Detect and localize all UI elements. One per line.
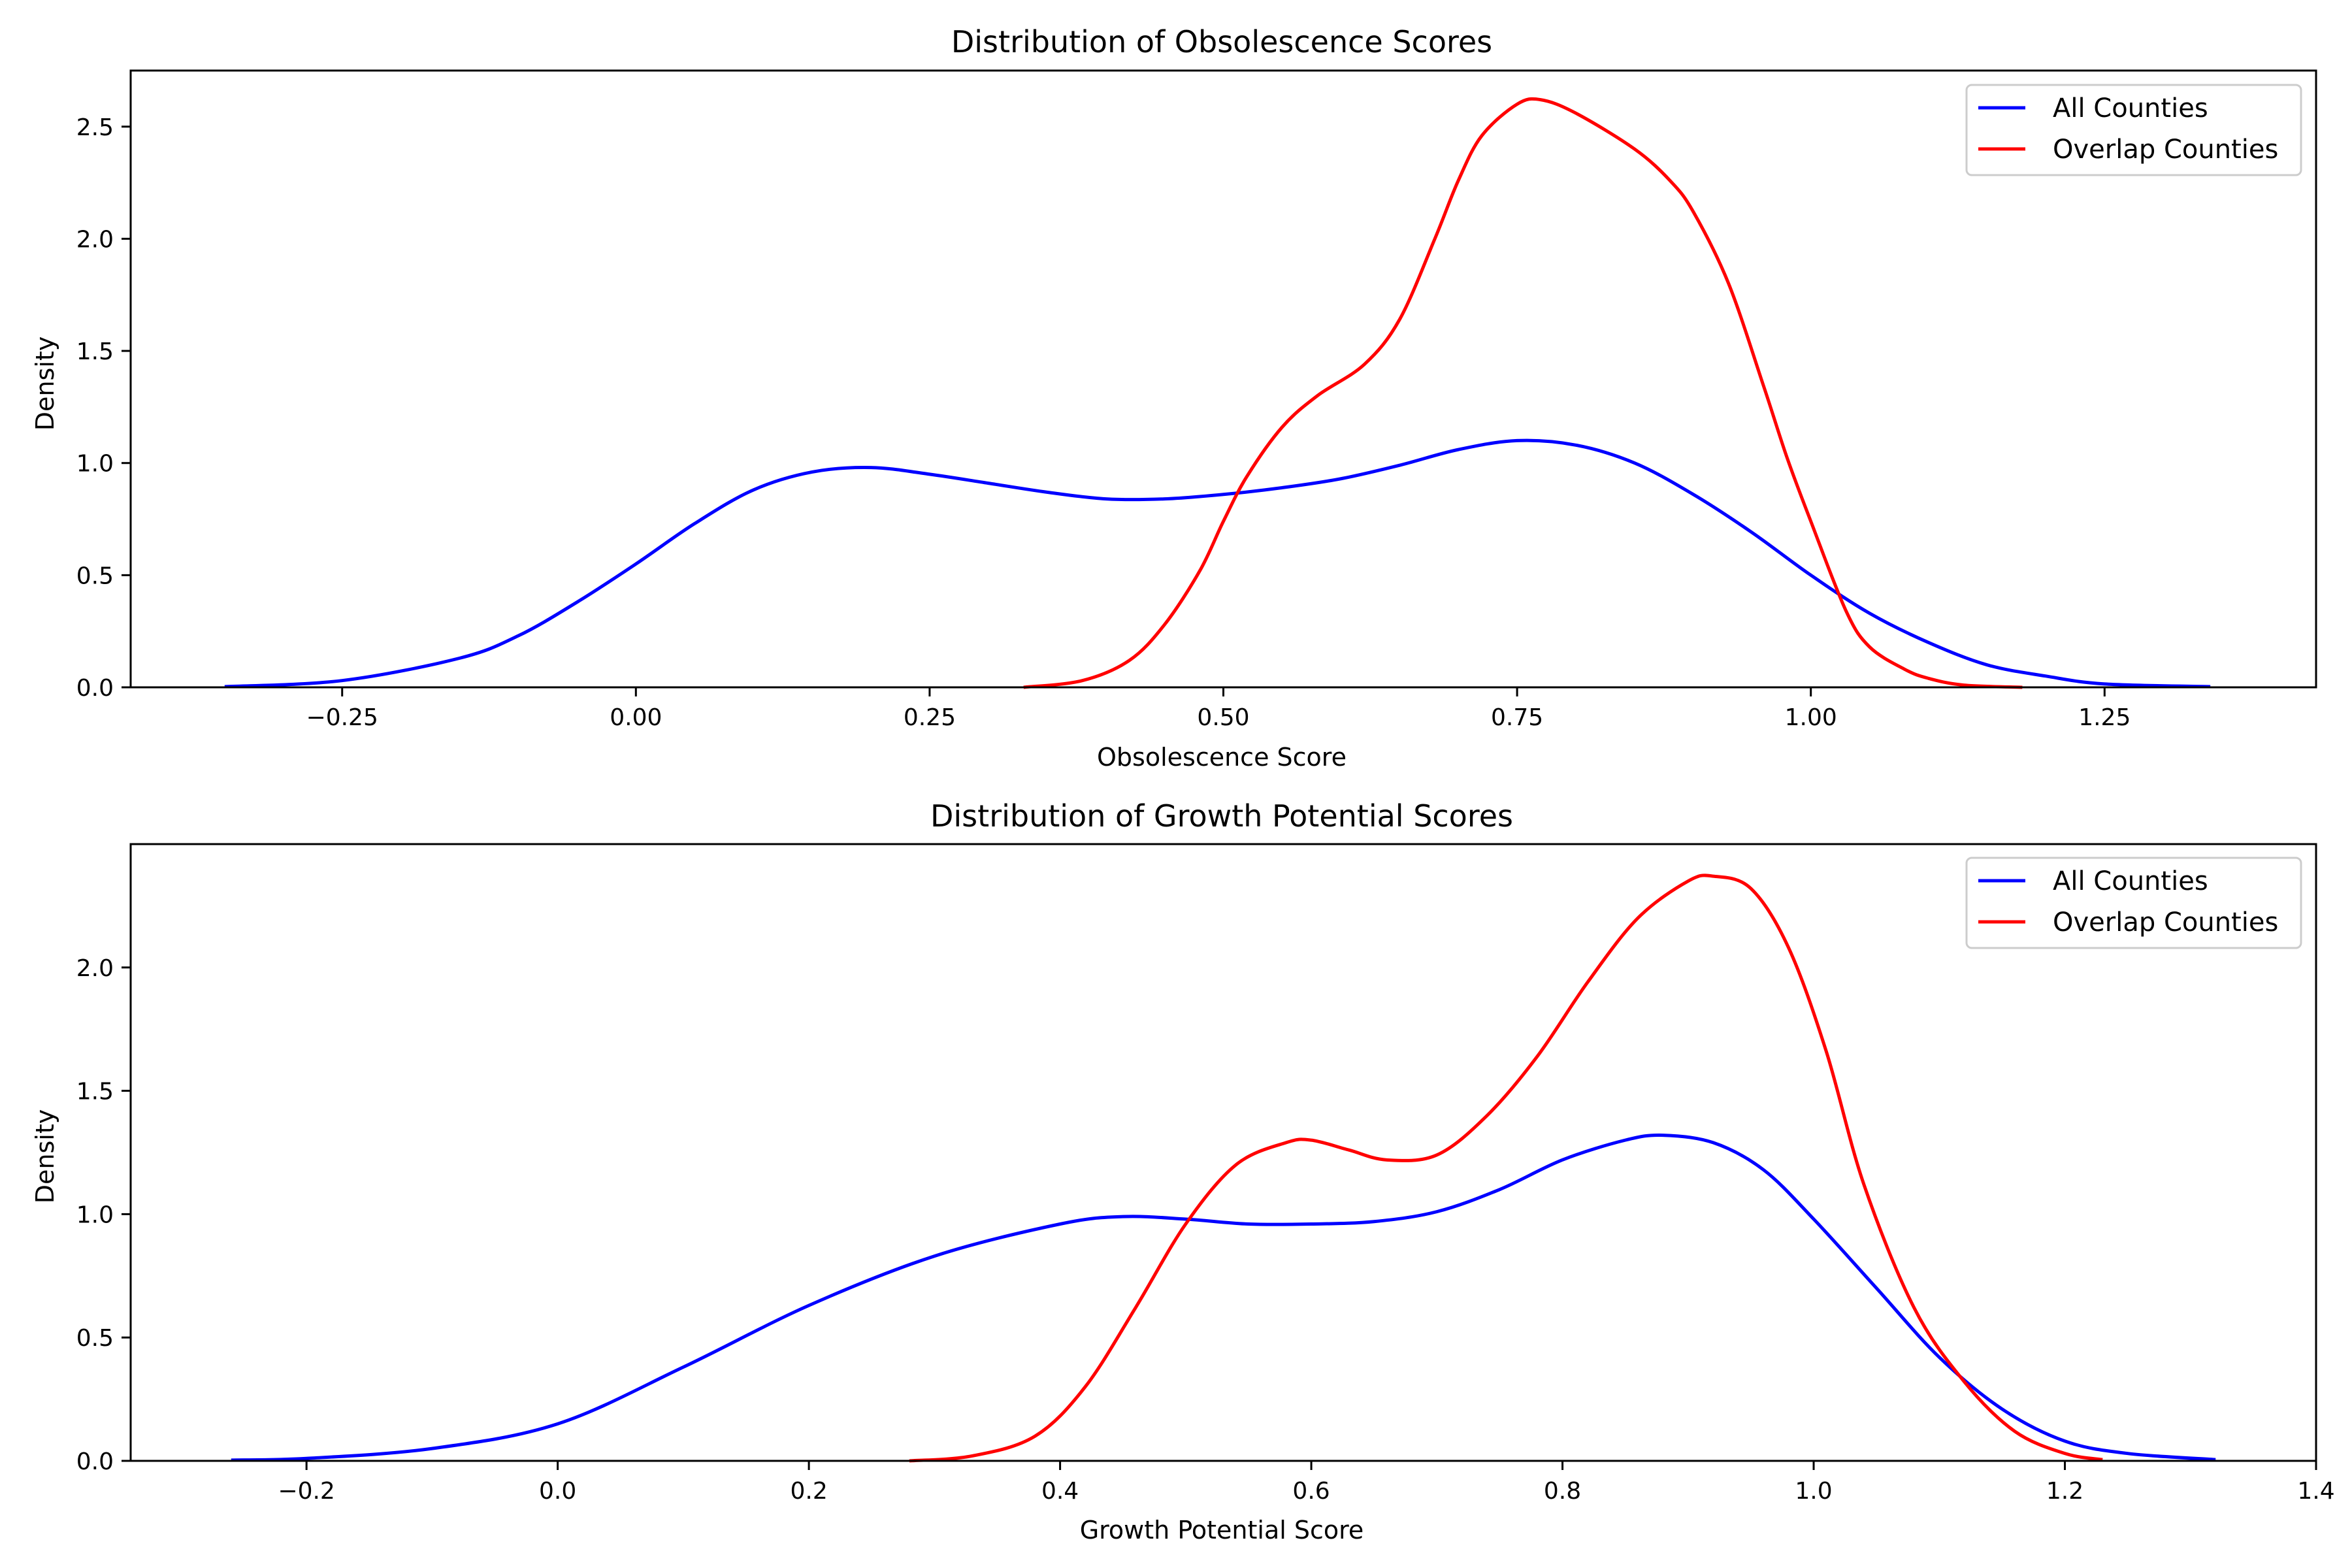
- x-tick-label: −0.25: [306, 704, 378, 731]
- x-tick-label: 0.0: [539, 1478, 576, 1505]
- axis-ticks: −0.2 0.0 0.2 0.4 0.6 0.8 1.0 1.2 1.4 0.0 0.5 1.0 1.5…: [76, 955, 2335, 1505]
- chart-title: Distribution of Growth Potential Scores: [930, 798, 1513, 834]
- growth-potential-chart: Distribution of Growth Potential Scores …: [31, 798, 2335, 1544]
- legend-label-overlap-counties: Overlap Counties: [2053, 907, 2278, 938]
- x-tick-label: 0.50: [1197, 704, 1249, 731]
- legend-box: [1965, 84, 2302, 176]
- x-axis-label: Growth Potential Score: [1080, 1516, 1364, 1544]
- y-tick-label: 0.5: [76, 563, 114, 589]
- plot-frame: [129, 69, 2317, 689]
- plot-lines: [224, 97, 2211, 689]
- y-tick-label: 0.0: [76, 675, 114, 702]
- legend-box: [1965, 857, 2302, 949]
- legend: All Counties Overlap Counties: [1965, 857, 2302, 949]
- x-tick-label: 0.2: [790, 1478, 827, 1505]
- x-tick-label: 0.6: [1292, 1478, 1330, 1505]
- y-tick-label: 2.0: [76, 226, 114, 253]
- x-tick-label: 0.75: [1491, 704, 1543, 731]
- axis-ticks: −0.25 0.00 0.25 0.50 0.75 1.00 1.25 0.0 0.5 1.0 1.…: [76, 114, 2131, 731]
- x-axis-label: Obsolescence Score: [1097, 743, 1347, 772]
- x-tick-label: 1.2: [2046, 1478, 2083, 1505]
- chart-title: Distribution of Obsolescence Scores: [951, 24, 1492, 59]
- x-tick-label: 0.25: [904, 704, 956, 731]
- legend-label-all-counties: All Counties: [2053, 866, 2208, 896]
- y-tick-label: 1.5: [76, 338, 114, 365]
- obsolescence-chart: Distribution of Obsolescence Scores Obso…: [31, 24, 2317, 772]
- x-tick-label: 0.8: [1544, 1478, 1581, 1505]
- series-line-all-counties: [224, 438, 2211, 689]
- series-line-all-counties: [231, 1133, 2216, 1462]
- y-tick-label: 1.0: [76, 1201, 114, 1228]
- y-tick-label: 1.0: [76, 451, 114, 478]
- y-axis-label: Density: [31, 1109, 59, 1203]
- series-line-overlap-counties: [1023, 97, 2023, 689]
- y-tick-label: 2.0: [76, 955, 114, 982]
- y-axis-label: Density: [31, 336, 59, 431]
- x-tick-label: 0.00: [610, 704, 662, 731]
- x-tick-label: −0.2: [278, 1478, 335, 1505]
- legend: All Counties Overlap Counties: [1965, 84, 2302, 176]
- x-tick-label: 1.0: [1795, 1478, 1832, 1505]
- legend-label-all-counties: All Counties: [2053, 93, 2208, 123]
- y-tick-label: 2.5: [76, 114, 114, 141]
- x-tick-label: 1.25: [2078, 704, 2131, 731]
- y-tick-label: 0.5: [76, 1325, 114, 1352]
- y-tick-label: 1.5: [76, 1079, 114, 1105]
- legend-label-overlap-counties: Overlap Counties: [2053, 135, 2278, 165]
- y-tick-label: 0.0: [76, 1448, 114, 1475]
- x-tick-label: 1.00: [1785, 704, 1837, 731]
- x-tick-label: 1.4: [2297, 1478, 2334, 1505]
- series-line-overlap-counties: [909, 874, 2103, 1463]
- x-tick-label: 0.4: [1041, 1478, 1079, 1505]
- plot-frame: [129, 843, 2317, 1462]
- plot-lines: [231, 874, 2216, 1463]
